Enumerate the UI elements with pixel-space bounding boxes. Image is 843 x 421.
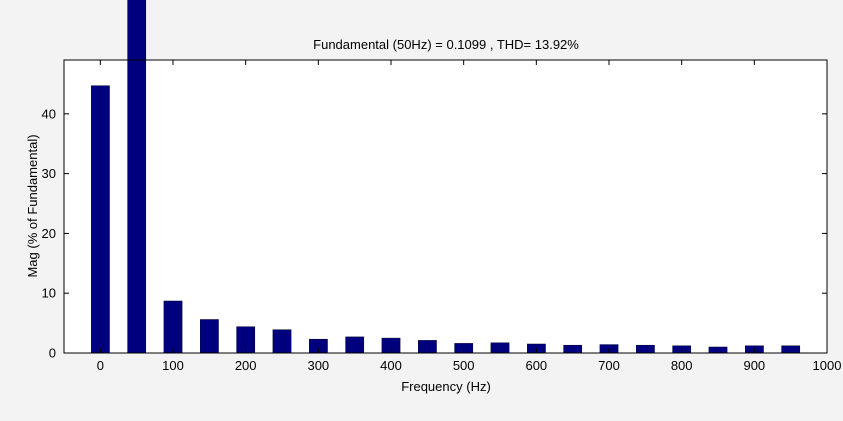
x-tick-label-700: 700	[598, 358, 620, 373]
bars-group	[91, 0, 801, 354]
bar-650hz	[563, 344, 583, 354]
y-tick-label-0: 0	[49, 346, 56, 361]
x-tick-label-200: 200	[235, 358, 257, 373]
chart-title: Fundamental (50Hz) = 0.1099 , THD= 13.92…	[313, 37, 579, 52]
bar-50hz	[127, 0, 147, 354]
x-tick-label-600: 600	[525, 358, 547, 373]
y-axis-ticks: 0 10 20 30 40	[42, 106, 827, 361]
bar-250hz	[272, 329, 292, 354]
bar-950hz	[781, 345, 801, 354]
bar-750hz	[636, 344, 655, 354]
y-axis-label: Mag (% of Fundamental)	[25, 134, 40, 277]
y-tick-label-10: 10	[42, 286, 56, 301]
x-tick-label-800: 800	[671, 358, 693, 373]
bar-150hz	[200, 319, 219, 354]
x-tick-label-0: 0	[97, 358, 104, 373]
x-tick-label-400: 400	[380, 358, 402, 373]
axes-background	[64, 60, 827, 353]
x-tick-label-300: 300	[307, 358, 329, 373]
axes-frame	[63, 59, 828, 354]
x-tick-label-900: 900	[743, 358, 765, 373]
x-axis-label: Frequency (Hz)	[401, 379, 491, 394]
y-tick-label-20: 20	[42, 226, 56, 241]
bar-100hz	[163, 300, 183, 354]
bar-450hz	[418, 340, 437, 354]
x-tick-label-100: 100	[162, 358, 184, 373]
x-tick-label-1000: 1000	[813, 358, 842, 373]
bar-350hz	[345, 336, 365, 354]
y-tick-label-30: 30	[42, 166, 56, 181]
y-tick-label-40: 40	[42, 106, 56, 121]
bar-550hz	[490, 342, 510, 354]
x-tick-label-500: 500	[453, 358, 475, 373]
bar-0hz	[91, 85, 110, 354]
x-axis-ticks: 0 100 200 300 400 500 600 700 800 900 1000	[97, 60, 842, 373]
bar-850hz	[708, 346, 728, 354]
